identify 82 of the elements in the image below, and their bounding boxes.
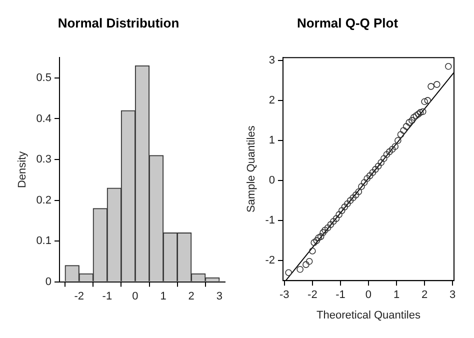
point: [444, 63, 452, 70]
y-tick-label: 2: [268, 94, 275, 106]
x-tick-label: 3: [216, 290, 222, 302]
point: [421, 98, 428, 106]
point: [360, 179, 368, 186]
point: [400, 127, 407, 134]
x-tick-label: 2: [422, 289, 428, 302]
point: [428, 83, 434, 90]
point: [341, 204, 348, 210]
y-tick-label: 0.3: [36, 154, 52, 166]
point: [332, 215, 340, 222]
point: [315, 234, 322, 242]
point: [358, 183, 365, 190]
point: [302, 261, 310, 268]
point: [336, 211, 342, 218]
x-axis-title: Theoretical Quantiles: [316, 309, 421, 322]
chart-title: Normal Q-Q Plot: [296, 15, 399, 30]
y-tick-label: -2: [265, 254, 275, 267]
point: [388, 146, 396, 153]
point: [397, 131, 404, 138]
x-tick-label: -1: [336, 289, 346, 302]
x-tick-label: 1: [160, 290, 166, 302]
x-tick-label: 3: [450, 289, 456, 302]
point: [386, 148, 393, 156]
x-tick-label: 2: [188, 290, 194, 302]
x-tick-label: -3: [279, 289, 290, 302]
point: [392, 143, 399, 150]
point: [309, 248, 316, 254]
point: [412, 112, 420, 120]
x-tick-label: 0: [365, 289, 372, 302]
y-tick-label: 3: [268, 54, 275, 66]
point: [406, 119, 413, 126]
point: [350, 194, 356, 202]
point: [424, 97, 432, 104]
y-tick-label: 0.2: [36, 194, 52, 206]
point: [402, 123, 410, 130]
point: [419, 108, 426, 116]
y-tick-label: 0.1: [36, 235, 52, 248]
y-tick-label: 1: [268, 134, 275, 147]
point: [408, 117, 416, 124]
point: [344, 200, 351, 208]
point: [285, 269, 292, 276]
point: [372, 166, 379, 173]
point: [327, 221, 334, 228]
y-tick-label: 0.4: [36, 112, 52, 125]
point: [410, 114, 418, 121]
point: [346, 197, 354, 204]
point: [364, 175, 370, 182]
point: [374, 162, 382, 170]
point: [320, 229, 326, 236]
point: [383, 151, 390, 158]
chart-title: Normal Distribution: [58, 15, 180, 30]
y-tick-label: -1: [265, 214, 275, 227]
y-tick-label: 0: [268, 174, 275, 187]
x-tick-label: 1: [393, 289, 400, 302]
point: [394, 137, 402, 144]
point: [310, 239, 318, 246]
point: [306, 258, 313, 265]
point: [352, 192, 360, 198]
point: [366, 172, 374, 180]
point: [369, 169, 376, 176]
point: [380, 155, 388, 162]
point: [416, 109, 424, 116]
point: [338, 207, 346, 214]
point: [355, 188, 362, 196]
x-tick-label: 0: [132, 290, 138, 302]
point: [330, 218, 337, 225]
x-tick-label: -2: [308, 289, 318, 302]
y-tick-label: 0.5: [36, 72, 52, 84]
point: [378, 159, 385, 166]
point: [414, 110, 422, 118]
point: [322, 226, 328, 234]
y-axis-title: Density: [16, 150, 29, 188]
point: [317, 233, 324, 240]
point: [434, 81, 440, 88]
point: [324, 224, 332, 232]
x-tick-label: -1: [102, 290, 112, 302]
y-tick-label: 0: [45, 276, 52, 288]
y-axis-title: Sample Quantiles: [246, 125, 258, 213]
x-tick-label: -2: [74, 290, 84, 302]
point: [296, 266, 304, 273]
point: [313, 237, 320, 244]
